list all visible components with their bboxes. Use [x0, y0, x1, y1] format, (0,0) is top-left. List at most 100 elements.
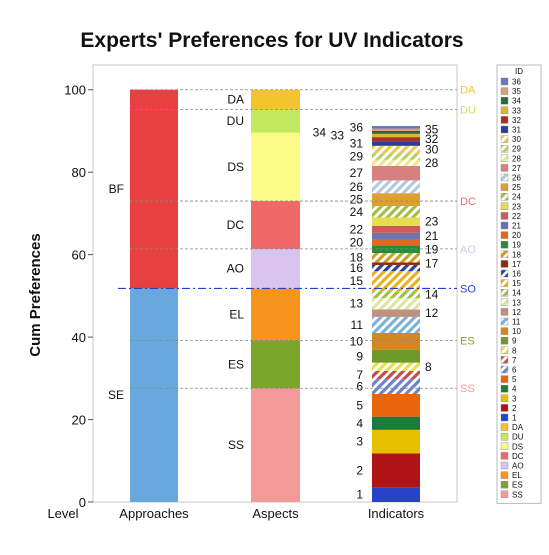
indicator-segment-1: [372, 487, 420, 502]
indicator-label-8: 8: [425, 360, 432, 374]
legend-entry-19: 19: [512, 241, 521, 250]
legend-swatch: [500, 231, 509, 239]
legend-swatch: [500, 269, 509, 278]
legend-swatch: [500, 135, 509, 143]
legend-swatch: [500, 385, 509, 393]
level-tag-da: DA: [460, 85, 476, 97]
legend-swatch: [500, 490, 509, 498]
legend-swatch: [500, 116, 509, 124]
legend-entry-da: DA: [512, 423, 524, 432]
legend-entry-9: 9: [512, 337, 517, 346]
legend-swatch: [500, 240, 509, 249]
legend-swatch: [500, 356, 509, 364]
legend-swatch: [500, 250, 509, 259]
y-tick-label: 40: [72, 330, 86, 345]
legend-entry-1: 1: [512, 414, 517, 423]
legend-entry-du: DU: [512, 433, 524, 442]
legend-swatch: [500, 212, 509, 220]
legend-entry-15: 15: [512, 279, 521, 288]
level-tag-dc: DC: [460, 196, 476, 208]
legend-entry-3: 3: [512, 394, 517, 403]
indicator-segment-3: [372, 429, 420, 454]
indicator-segment-7: [372, 370, 420, 380]
indicator-label-27: 27: [350, 166, 364, 180]
indicator-segment-17: [372, 262, 420, 265]
indicator-label-6: 6: [356, 380, 363, 394]
legend-entry-18: 18: [512, 250, 521, 259]
aspect-label-ao: AO: [227, 262, 244, 276]
aspect-bar-da: [251, 89, 300, 110]
legend-entry-el: EL: [512, 471, 522, 480]
legend-swatch: [500, 125, 509, 134]
indicator-segment-10: [372, 332, 420, 350]
legend-swatch: [500, 154, 509, 163]
approach-label-se: SE: [108, 388, 124, 402]
legend-swatch: [500, 375, 509, 383]
legend-entry-30: 30: [512, 135, 521, 144]
legend-swatch: [500, 433, 509, 441]
level-tag-ao: AO: [460, 244, 476, 256]
legend-swatch: [500, 308, 509, 316]
legend-entry-24: 24: [512, 193, 521, 202]
legend-entry-6: 6: [512, 366, 517, 375]
legend-entry-12: 12: [512, 308, 521, 317]
indicator-segment-36: [372, 126, 420, 129]
indicator-label-7: 7: [356, 368, 363, 382]
category-label: Aspects: [252, 506, 299, 521]
level-tag-du: DU: [460, 105, 476, 117]
indicator-label-28: 28: [425, 156, 439, 170]
legend-swatch: [500, 298, 509, 306]
legend-swatch: [500, 442, 509, 450]
approach-bar-se: [130, 288, 178, 502]
indicator-segment-31: [372, 141, 420, 146]
indicator-label-17: 17: [425, 257, 439, 271]
legend-swatch: [500, 260, 509, 268]
legend-entry-es: ES: [512, 481, 523, 490]
approach-bar-bf: [130, 89, 178, 289]
y-axis-title: Cum Preferences: [27, 233, 44, 356]
indicator-label-22: 22: [350, 222, 364, 236]
indicator-label-5: 5: [356, 398, 363, 412]
aspect-label-el: EL: [229, 307, 244, 321]
legend-entry-21: 21: [512, 222, 521, 231]
legend-entry-17: 17: [512, 260, 521, 269]
indicator-segment-19: [372, 245, 420, 253]
indicator-label-35: 35: [425, 123, 439, 137]
legend-entry-13: 13: [512, 298, 521, 307]
indicator-label-32: 32: [425, 132, 439, 146]
indicator-segment-24: [372, 205, 420, 218]
legend-entry-22: 22: [512, 212, 521, 221]
indicator-label-25: 25: [350, 193, 364, 207]
legend-swatch: [500, 481, 509, 489]
indicator-segment-4: [372, 416, 420, 430]
legend-swatch: [500, 77, 509, 86]
legend-swatch: [500, 192, 509, 201]
indicator-label-34: 34: [313, 125, 327, 139]
legend-swatch: [500, 96, 509, 105]
indicator-segment-15: [372, 271, 420, 292]
legend-entry-4: 4: [512, 385, 517, 394]
indicator-label-9: 9: [356, 349, 363, 363]
indicator-label-3: 3: [356, 435, 363, 449]
legend-entry-28: 28: [512, 154, 521, 163]
legend-swatch: [500, 317, 509, 326]
indicator-segment-28: [372, 159, 420, 167]
indicator-label-31: 31: [350, 137, 364, 151]
indicator-label-13: 13: [350, 297, 364, 311]
indicator-label-18: 18: [350, 251, 364, 265]
legend-entry-31: 31: [512, 126, 521, 135]
legend-title: ID: [515, 67, 523, 76]
indicator-segment-20: [372, 238, 420, 246]
indicator-label-14: 14: [425, 288, 439, 302]
indicator-label-33: 33: [331, 128, 345, 142]
indicator-segment-14: [372, 291, 420, 298]
level-tag-ss: SS: [460, 383, 475, 395]
indicator-segment-8: [372, 362, 420, 371]
indicator-label-16: 16: [350, 261, 364, 275]
legend-entry-35: 35: [512, 87, 521, 96]
indicator-label-12: 12: [425, 306, 439, 320]
category-label: Approaches: [119, 506, 189, 521]
indicator-label-4: 4: [356, 416, 363, 430]
indicator-segment-34: [372, 130, 420, 134]
